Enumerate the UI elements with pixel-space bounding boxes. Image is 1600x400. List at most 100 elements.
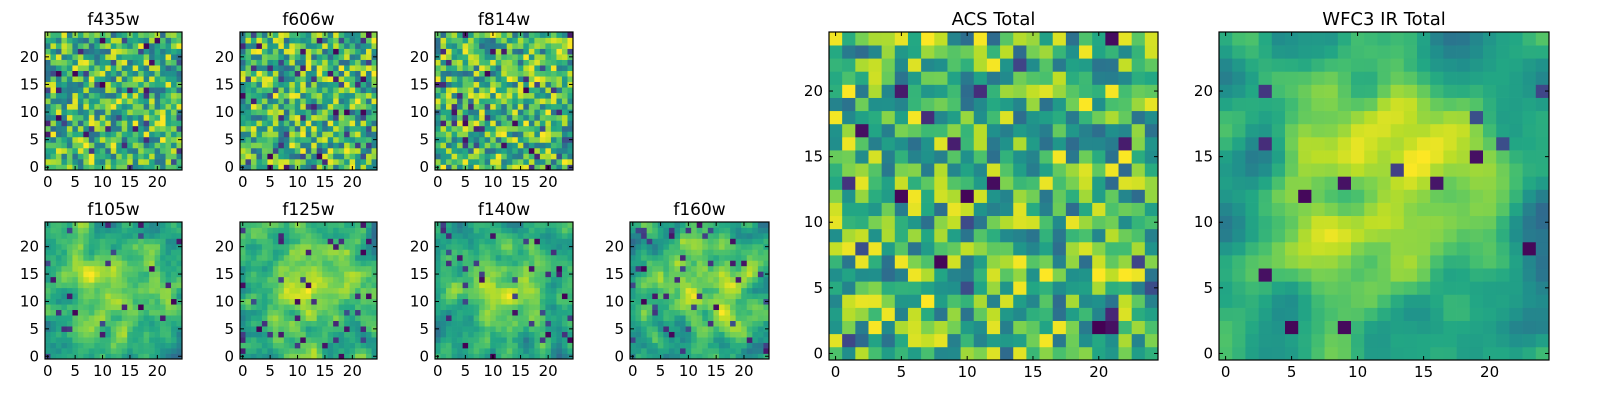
heatmap-cell <box>646 227 653 234</box>
heatmap-cell <box>523 309 530 316</box>
heatmap-cell <box>512 287 519 294</box>
heatmap-cell <box>311 337 318 343</box>
heatmap-cell <box>1013 294 1027 308</box>
heatmap-cell <box>451 37 458 44</box>
heatmap-cell <box>539 232 546 239</box>
heatmap-cell <box>1052 333 1067 348</box>
heatmap-cell <box>322 48 329 55</box>
heatmap-cell <box>512 342 519 349</box>
heatmap-cell <box>752 309 759 316</box>
heatmap-cell <box>713 227 720 234</box>
heatmap-cell <box>1079 202 1093 217</box>
heatmap-cell <box>121 222 128 228</box>
heatmap-cell <box>88 158 95 165</box>
heatmap-cell <box>300 59 307 66</box>
heatmap-cell <box>322 70 329 77</box>
heatmap-cell <box>479 282 486 289</box>
heatmap-cell <box>457 142 463 149</box>
heatmap-cell <box>567 87 574 94</box>
heatmap-cell <box>680 276 686 283</box>
heatmap-cell <box>165 287 172 294</box>
heatmap-cell <box>72 54 79 60</box>
heatmap-cell <box>550 48 557 55</box>
heatmap-cell <box>484 76 491 83</box>
heatmap-cell <box>630 227 636 234</box>
heatmap-cell <box>72 103 79 110</box>
heatmap-cell <box>440 298 447 305</box>
heatmap-cell <box>344 276 350 283</box>
heatmap-cell <box>512 243 519 250</box>
heatmap-cell <box>435 227 441 234</box>
heatmap-cell <box>316 249 323 256</box>
heatmap-cell <box>561 125 568 132</box>
heatmap-cell <box>61 70 68 77</box>
heatmap-cell <box>630 337 636 343</box>
heatmap-cell <box>842 176 856 190</box>
heatmap-cell <box>1079 215 1093 230</box>
heatmap-cell <box>355 142 361 149</box>
heatmap-cell <box>451 65 458 71</box>
heatmap-cell <box>256 131 263 138</box>
heatmap-cell <box>757 238 764 245</box>
heatmap-cell <box>138 103 144 110</box>
heatmap-cell <box>349 153 356 160</box>
heatmap-cell <box>94 287 101 294</box>
heatmap-cell <box>121 337 128 343</box>
heatmap-cell <box>451 309 458 316</box>
heatmap-cell <box>435 98 441 105</box>
heatmap-cell <box>707 337 714 343</box>
y-tick-label: 5 <box>224 320 234 338</box>
heatmap-cell <box>99 92 106 99</box>
heatmap-cell <box>50 142 57 149</box>
heatmap-cell <box>718 254 725 261</box>
heatmap-cell <box>349 103 356 110</box>
heatmap-cell <box>72 136 79 143</box>
x-tick-label: 5 <box>70 362 80 380</box>
heatmap-cell <box>696 265 703 272</box>
heatmap-cell <box>138 304 144 311</box>
heatmap-cell <box>457 136 463 143</box>
heatmap-cell <box>311 48 318 55</box>
heatmap-cell <box>479 337 486 343</box>
heatmap-cell <box>143 37 150 44</box>
heatmap-cell <box>457 70 463 77</box>
heatmap-cell <box>517 309 524 316</box>
heatmap-cell <box>451 164 458 171</box>
heatmap-cell <box>165 98 172 105</box>
x-tick-label: 0 <box>43 173 53 191</box>
heatmap-cell <box>1052 320 1067 335</box>
heatmap-cell <box>278 282 285 289</box>
heatmap-cell <box>534 70 541 77</box>
heatmap-cell <box>713 249 720 256</box>
heatmap-cell <box>300 103 307 110</box>
heatmap-cell <box>668 353 675 360</box>
heatmap-cell <box>1000 202 1014 217</box>
heatmap-cell <box>116 54 123 60</box>
heatmap-cell <box>752 293 759 300</box>
heatmap-cell <box>663 238 670 245</box>
heatmap-cell <box>724 342 731 349</box>
heatmap-cell <box>539 136 546 143</box>
heatmap-cell <box>305 114 312 121</box>
heatmap-cell <box>735 222 742 228</box>
heatmap-cell <box>77 298 84 305</box>
heatmap-cell <box>490 309 497 316</box>
heatmap-cell <box>495 32 502 38</box>
heatmap-cell <box>1000 294 1014 308</box>
heatmap-cell <box>99 120 106 127</box>
heatmap-cell <box>556 59 563 66</box>
heatmap-cell <box>468 309 474 316</box>
heatmap-cell <box>506 287 513 294</box>
heatmap-cell <box>322 309 329 316</box>
heatmap-cell <box>707 243 714 250</box>
heatmap-cell <box>1026 268 1040 282</box>
heatmap-cell <box>881 268 896 282</box>
heatmap-cell <box>160 342 166 349</box>
heatmap-cell <box>165 326 172 332</box>
heatmap-cell <box>333 243 339 250</box>
heatmap-cell <box>674 337 681 343</box>
heatmap-cell <box>138 153 144 160</box>
heatmap-cell <box>127 92 134 99</box>
heatmap-cell <box>349 65 356 71</box>
heatmap-cell <box>567 65 574 71</box>
